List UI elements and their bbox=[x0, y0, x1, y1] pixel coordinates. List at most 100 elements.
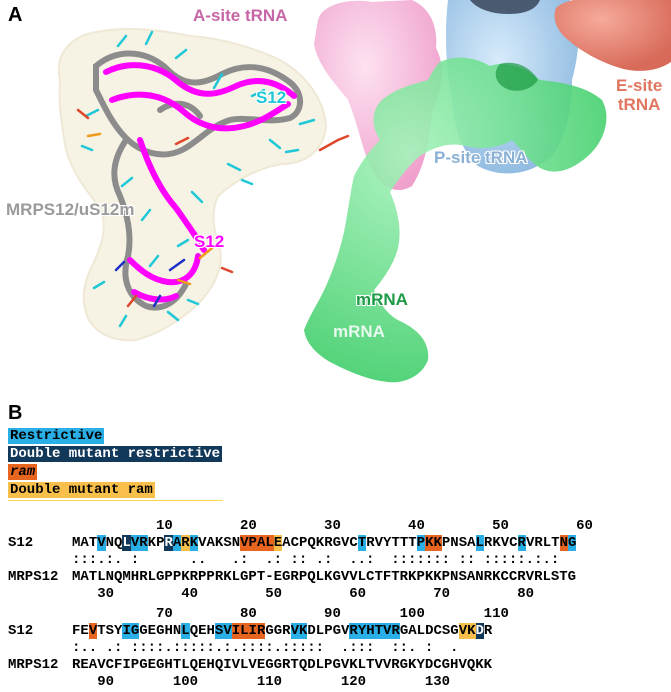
residue: C bbox=[290, 535, 299, 551]
residue: G bbox=[130, 623, 140, 639]
residue: K bbox=[214, 535, 224, 551]
residue: R bbox=[164, 535, 173, 551]
residue: R bbox=[282, 623, 291, 639]
e-site-trna-surface bbox=[554, 0, 671, 71]
p-site-dark-region bbox=[470, 0, 540, 14]
residue: A bbox=[256, 535, 266, 551]
residue: F bbox=[72, 623, 81, 639]
residue: T bbox=[408, 535, 417, 551]
block1-top-numbers-text: 10 20 30 40 50 60 bbox=[72, 518, 593, 534]
block1-mrps12-name: MRPS12 bbox=[8, 569, 59, 585]
block1-match-line: :::.:. : .. .: .: :: .: ..: ::::::: :: :… bbox=[72, 552, 560, 568]
residue: K bbox=[315, 535, 325, 551]
residue: M bbox=[72, 535, 81, 551]
block2-match-row: :.. .: ::::.:::::.:.::::.::::: .::: ::. … bbox=[8, 640, 458, 656]
residue: R bbox=[324, 535, 333, 551]
block2-mrps12-sequence: REAVCFIPGEGHTLQEHQIVLVEGGRTQDLPGVKLTVVRG… bbox=[72, 657, 493, 673]
residue: A bbox=[408, 623, 417, 639]
residue: R bbox=[483, 623, 493, 639]
residue: P bbox=[324, 623, 333, 639]
residue: L bbox=[181, 623, 190, 639]
residue: V bbox=[223, 623, 232, 639]
residue: V bbox=[525, 535, 535, 551]
residue: N bbox=[172, 623, 182, 639]
residue: A bbox=[282, 535, 291, 551]
residue: Y bbox=[383, 535, 392, 551]
residue: A bbox=[172, 535, 182, 551]
block2-s12-row: S12 FEVTSYIGGEGHNLQEHSVILIRGGRVKDLPGVRYHT… bbox=[8, 623, 492, 639]
residue: L bbox=[542, 535, 552, 551]
block1-s12-name: S12 bbox=[8, 535, 34, 551]
residue: C bbox=[509, 535, 518, 551]
residue: G bbox=[139, 623, 148, 639]
residue: T bbox=[374, 623, 384, 639]
residue: A bbox=[80, 535, 89, 551]
block2-bottom-numbers-text: 90 100 110 120 130 bbox=[72, 674, 451, 690]
residue: V bbox=[290, 623, 299, 639]
residue: V bbox=[341, 535, 350, 551]
mrna-label-lower: mRNA bbox=[333, 322, 385, 341]
residue: V bbox=[458, 623, 468, 639]
residue: R bbox=[139, 535, 148, 551]
residue: V bbox=[500, 535, 510, 551]
residue: A bbox=[206, 535, 215, 551]
block2-top-numbers-text: 70 80 90 100 110 bbox=[72, 606, 509, 622]
residue: Q bbox=[189, 623, 199, 639]
residue: D bbox=[307, 623, 316, 639]
residue: V bbox=[374, 535, 384, 551]
residue: R bbox=[534, 535, 543, 551]
residue: D bbox=[425, 623, 434, 639]
mrna-surface bbox=[304, 57, 607, 383]
residue: P bbox=[298, 535, 308, 551]
residue: Y bbox=[357, 623, 367, 639]
residue: R bbox=[517, 535, 526, 551]
residue: S bbox=[105, 623, 115, 639]
residue: P bbox=[441, 535, 451, 551]
residue: T bbox=[399, 535, 409, 551]
residue: E bbox=[273, 535, 283, 551]
residue: L bbox=[416, 623, 426, 639]
residue: R bbox=[256, 623, 266, 639]
e-site-trna-label: E-site tRNA bbox=[616, 76, 662, 114]
residue: V bbox=[88, 623, 98, 639]
ribosome-structure-figure bbox=[57, 0, 671, 383]
block1-top-numbers: 10 20 30 40 50 60 bbox=[8, 518, 593, 534]
residue: T bbox=[551, 535, 560, 551]
e-site-label-line2: tRNA bbox=[617, 95, 661, 114]
block1-s12-sequence: MATVNQLVRKPRARKVAKSNVPALEACPQKRGVCTRVYTT… bbox=[72, 535, 577, 551]
residue: E bbox=[147, 623, 157, 639]
block2-bottom-numbers: 90 100 110 120 130 bbox=[8, 674, 450, 690]
residue: R bbox=[391, 623, 400, 639]
s12-cyan-label: S12 bbox=[256, 88, 287, 107]
residue: H bbox=[366, 623, 375, 639]
residue: Q bbox=[114, 535, 123, 551]
residue: G bbox=[265, 623, 274, 639]
residue: G bbox=[332, 623, 341, 639]
legend-ram: ram bbox=[8, 464, 38, 480]
block1-mrps12-row: MRPS12 MATLNQMHRLGPPKRPPRKLGPT-EGRPQLKGVV… bbox=[8, 569, 576, 585]
block2-s12-sequence: FEVTSYIGGEGHNLQEHSVILIRGGRVKDLPGVRYHTVRG… bbox=[72, 623, 492, 639]
residue: A bbox=[467, 535, 476, 551]
block1-s12-row: S12 MATVNQLVRKPRARKVAKSNVPALEACPQKRGVCTRV… bbox=[8, 535, 577, 551]
residue: C bbox=[349, 535, 358, 551]
residue: V bbox=[97, 535, 106, 551]
residue: R bbox=[366, 535, 375, 551]
residue: V bbox=[130, 535, 140, 551]
residue: G bbox=[273, 623, 283, 639]
residue: D bbox=[475, 623, 484, 639]
residue: L bbox=[265, 535, 274, 551]
residue: K bbox=[467, 623, 476, 639]
s12-magenta-label: S12 bbox=[194, 232, 225, 251]
s12-ribbon bbox=[103, 62, 297, 303]
mrps12-label: MRPS12/uS12m bbox=[6, 200, 135, 219]
block2-s12-name: S12 bbox=[8, 623, 34, 639]
legend-double-mutant-ram: Double mutant ram bbox=[8, 482, 155, 498]
residue: G bbox=[399, 623, 409, 639]
block1-bottom-numbers-text: 30 40 50 60 70 80 bbox=[72, 586, 535, 602]
residue: L bbox=[122, 535, 131, 551]
residue: G bbox=[567, 535, 577, 551]
residue: L bbox=[315, 623, 325, 639]
e-site-label-line1: E-site bbox=[616, 76, 663, 95]
residue: R bbox=[181, 535, 190, 551]
block2-top-numbers: 70 80 90 100 110 bbox=[8, 606, 509, 622]
